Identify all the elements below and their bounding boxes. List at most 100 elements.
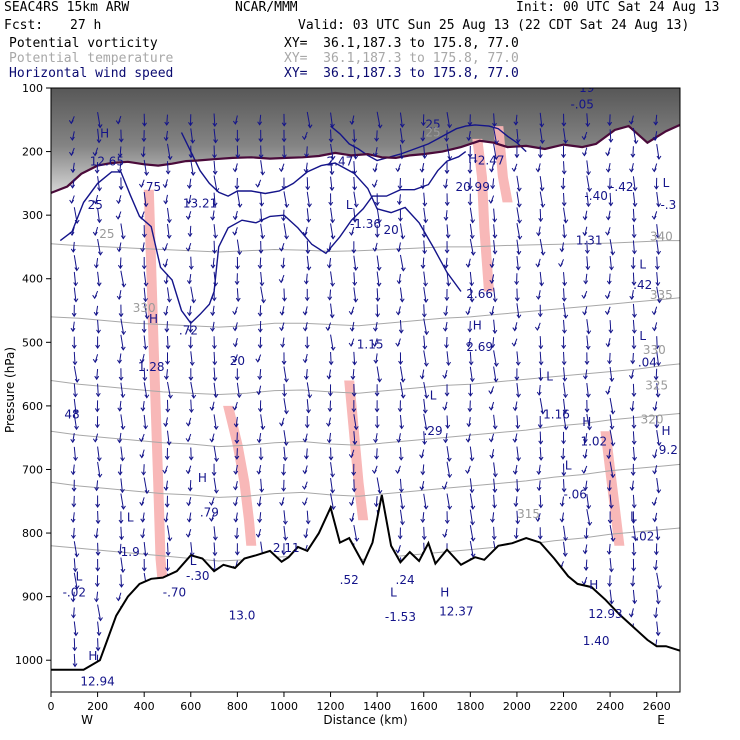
wind-vector — [283, 526, 289, 541]
wind-vector — [352, 129, 357, 143]
wind-vector-head — [185, 215, 191, 220]
wind-vector — [605, 338, 611, 348]
wind-vector-shaft — [95, 528, 99, 538]
wind-vector-head — [443, 264, 449, 269]
wind-vector-shaft — [120, 334, 124, 350]
contour-label: 1.9 — [121, 545, 140, 559]
wind-vector-head — [655, 632, 661, 637]
wind-vector — [72, 653, 78, 668]
wind-vector-head — [73, 282, 79, 287]
wind-vector — [654, 256, 660, 271]
wind-vector-head — [97, 473, 103, 478]
wind-vector-shaft — [260, 271, 263, 286]
wind-vector — [653, 607, 659, 619]
wind-vector — [92, 147, 99, 157]
wind-vector-head — [561, 170, 567, 175]
wind-vector — [120, 478, 125, 494]
wind-vector — [609, 239, 616, 256]
wind-vector-head — [305, 520, 311, 525]
wind-vector-head — [282, 520, 288, 525]
wind-vector — [656, 192, 662, 208]
wind-vector — [446, 493, 453, 510]
wind-vector-head — [255, 183, 261, 188]
wind-vector-head — [118, 138, 124, 143]
wind-vector — [651, 211, 658, 220]
wind-vector-head — [465, 438, 471, 443]
wind-vector — [283, 430, 289, 447]
wind-vector-head — [631, 345, 637, 350]
wind-vector-head — [330, 155, 336, 161]
wind-vector — [141, 464, 146, 476]
wind-vector-shaft — [632, 446, 636, 461]
wind-vector — [562, 398, 568, 414]
wind-vector — [141, 558, 147, 572]
wind-vector — [141, 130, 147, 143]
wind-vector-shaft — [607, 163, 611, 172]
wind-vector-head — [116, 597, 121, 602]
wind-vector-shaft — [165, 417, 168, 427]
wind-vector-shaft — [330, 271, 334, 287]
wind-vector — [278, 163, 285, 173]
wind-vector-head — [352, 170, 358, 175]
wind-vector-shaft — [585, 527, 588, 539]
wind-vector — [631, 542, 637, 557]
wind-vector-shaft — [259, 369, 262, 380]
wind-vector — [210, 305, 216, 317]
wind-vector — [208, 497, 215, 506]
wind-vector-head — [280, 264, 286, 269]
wind-vector-shaft — [166, 223, 170, 239]
wind-vector-shaft — [656, 272, 659, 286]
wind-vector — [349, 497, 355, 507]
wind-vector-shaft — [655, 114, 658, 125]
plot-frame — [50, 87, 681, 693]
wind-vector-head — [73, 457, 78, 462]
wind-vector — [376, 255, 382, 271]
wind-vector — [467, 114, 473, 127]
wind-vector-head — [651, 168, 657, 173]
wind-vector-head — [657, 299, 662, 304]
wind-vector — [143, 477, 150, 495]
wind-vector — [188, 256, 194, 270]
wind-vector — [535, 513, 541, 523]
wind-vector-shaft — [467, 337, 471, 347]
wind-vector-head — [232, 358, 238, 363]
wind-vector-shaft — [330, 351, 332, 365]
wind-vector-shaft — [97, 461, 101, 478]
wind-vector-head — [281, 471, 286, 476]
wind-vector-head — [303, 280, 309, 285]
wind-vector-head — [632, 456, 638, 462]
wind-vector-shaft — [561, 242, 565, 252]
wind-vector-shaft — [423, 526, 425, 540]
wind-vector — [232, 163, 238, 173]
wind-vector-head — [302, 359, 308, 364]
wind-vector — [116, 195, 122, 205]
wind-vector — [143, 335, 149, 351]
wind-vector — [395, 338, 401, 347]
wind-vector — [653, 543, 659, 556]
wind-vector-shaft — [584, 432, 588, 443]
wind-vector — [234, 177, 240, 190]
wind-vector-head — [488, 199, 494, 204]
contour-label: 335 — [650, 288, 673, 302]
wind-vector — [492, 208, 498, 223]
wind-vector-head — [653, 121, 659, 126]
wind-vector-head — [353, 203, 359, 208]
wind-vector-shaft — [446, 415, 449, 429]
wind-vector-shaft — [260, 223, 264, 239]
wind-vector — [655, 621, 661, 637]
wind-vector — [399, 415, 405, 430]
wind-vector-head — [465, 263, 471, 268]
wind-vector-head — [605, 231, 610, 236]
wind-vector — [185, 242, 192, 252]
contour-label: 25 — [425, 118, 440, 132]
wind-vector-head — [304, 424, 310, 429]
wind-vector-shaft — [72, 321, 75, 332]
x-tick-label: 1200 — [317, 700, 345, 713]
wind-vector — [652, 131, 658, 142]
wind-vector-shaft — [165, 130, 168, 141]
wind-vector-shaft — [283, 191, 288, 208]
wind-vector-head — [489, 311, 495, 316]
wind-vector-shaft — [539, 336, 542, 349]
wind-vector-shaft — [399, 223, 404, 239]
wind-vector-shaft — [514, 401, 518, 411]
